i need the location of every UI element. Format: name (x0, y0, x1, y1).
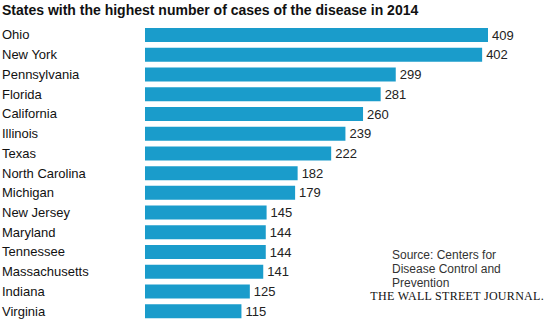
svg-text:125: 125 (254, 284, 276, 299)
svg-text:144: 144 (270, 225, 292, 240)
svg-text:Michigan: Michigan (8, 185, 54, 200)
svg-text:Virginia: Virginia (8, 304, 46, 319)
svg-text:Massachusetts: Massachusetts (8, 264, 89, 279)
svg-text:409: 409 (492, 28, 514, 43)
svg-text:281: 281 (385, 87, 407, 102)
svg-text:145: 145 (271, 205, 293, 220)
svg-text:Ohio: Ohio (8, 27, 29, 42)
svg-text:Tennessee: Tennessee (8, 244, 65, 259)
svg-text:New York: New York (8, 47, 57, 62)
svg-text:141: 141 (267, 264, 289, 279)
svg-text:402: 402 (486, 47, 508, 62)
svg-text:Texas: Texas (8, 146, 36, 161)
svg-text:260: 260 (367, 107, 389, 122)
svg-text:Illinois: Illinois (8, 126, 39, 141)
svg-text:New Jersey: New Jersey (8, 205, 70, 220)
html-text:Source: Centers for Disease Co: Source: Centers for Disease Control and … (392, 248, 501, 290)
svg-text:Pennsylvania: Pennsylvania (8, 67, 80, 82)
svg-text:Maryland: Maryland (8, 225, 55, 240)
svg-text:115: 115 (245, 304, 266, 319)
svg-text:California: California (8, 106, 58, 121)
svg-text:299: 299 (400, 67, 422, 82)
svg-text:Indiana: Indiana (8, 284, 45, 299)
svg-text:North Carolina: North Carolina (8, 166, 87, 181)
html-text:States with the highest number: States with the highest number of cases … (2, 2, 419, 18)
svg-text:239: 239 (349, 126, 371, 141)
svg-text:179: 179 (299, 185, 321, 200)
svg-text:144: 144 (270, 245, 292, 260)
svg-text:222: 222 (335, 146, 357, 161)
svg-text:182: 182 (302, 166, 324, 181)
svg-text:Florida: Florida (8, 87, 43, 102)
html-text:THE WALL STREET JOURNAL.: THE WALL STREET JOURNAL. (370, 289, 544, 303)
